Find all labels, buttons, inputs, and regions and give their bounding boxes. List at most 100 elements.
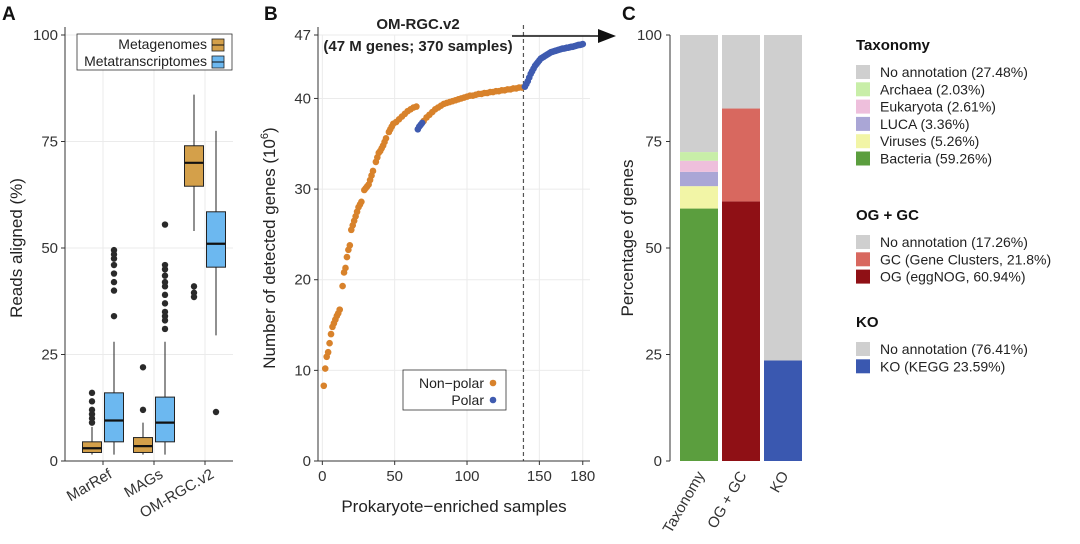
panel-c-legend-label-0-3: LUCA (3.36%) bbox=[880, 116, 969, 132]
panel-c-legend-key-0-1 bbox=[856, 82, 870, 97]
panel-c-legend-key-0-0 bbox=[856, 65, 870, 79]
panel-c-legend-label-1-0: No annotation (17.26%) bbox=[880, 234, 1028, 250]
panel-c-legend-label-0-1: Archaea (2.03%) bbox=[880, 81, 985, 97]
panel-b-point-nonpolar bbox=[321, 365, 329, 372]
panel-b-x-tick-0: 0 bbox=[318, 468, 326, 485]
panel-b-point-nonpolar bbox=[336, 306, 344, 313]
panel-c-bar-taxonomy-no-annotation bbox=[680, 35, 718, 153]
panel-c-legend-label-0-5: Bacteria (59.26%) bbox=[880, 151, 992, 167]
panel-a-x-tick-marref: MarRef bbox=[64, 465, 116, 505]
panel-b-legend-frame bbox=[402, 369, 507, 411]
panel-b-y-label-base: Number of detected genes (10 bbox=[260, 139, 279, 369]
panel-c-legend-label-1-1: GC (Gene Clusters, 21.8%) bbox=[880, 251, 1051, 267]
panel-b-title-line1: OM-RGC.v2 bbox=[376, 16, 459, 33]
panel-b-y-tick-40: 40 bbox=[294, 90, 311, 107]
panel-a-legend-label-0: Metagenomes bbox=[118, 36, 207, 52]
panel-c-legend-title-2: KO bbox=[856, 314, 879, 331]
panel-a-metatranscriptomes-om-rgc.v2-outlier bbox=[190, 283, 198, 290]
panel-a-boxes bbox=[82, 94, 226, 455]
panel-a-metatranscriptomes-marref-outlier bbox=[110, 278, 118, 286]
panel-b-point-nonpolar bbox=[342, 264, 349, 272]
panel-b-x-tick-180: 180 bbox=[570, 468, 595, 485]
panel-b-x-tick-100: 100 bbox=[455, 468, 480, 485]
panel-c-bar-og-gc-no-annotation bbox=[722, 35, 760, 109]
panel-c-bar-taxonomy-eukaryota bbox=[680, 160, 718, 172]
panel-b-legend-dot-0 bbox=[489, 379, 497, 387]
panel-c-x-tick-og-gc: OG + GC bbox=[704, 468, 750, 531]
panel-b-gridlines bbox=[318, 34, 590, 462]
panel-c-legend-label-2-0: No annotation (76.41%) bbox=[880, 341, 1028, 357]
panel-b-point-nonpolar bbox=[327, 330, 335, 338]
panel-a-metagenomes-mags-outlier bbox=[139, 406, 147, 414]
panel-a-metatranscriptomes-mags-box bbox=[155, 396, 175, 443]
panel-c-legend: Taxonomy No annotation (27.48%)Archaea (2… bbox=[856, 37, 1051, 374]
panel-c-bar-taxonomy-bacteria bbox=[680, 208, 718, 461]
panel-b-point-nonpolar bbox=[324, 348, 332, 356]
panel-c-legend-key-1-0 bbox=[856, 235, 870, 249]
panel-b-axes: 0 10 20 30 40 47 0 50 100 150 180 bbox=[294, 27, 595, 485]
panel-b-x-tick-50: 50 bbox=[386, 468, 403, 485]
panel-a-metatranscriptomes-marref-outlier bbox=[110, 287, 118, 294]
panel-a-metatranscriptomes-marref-outlier bbox=[110, 312, 118, 320]
panel-b-y-label-close: ) bbox=[260, 127, 279, 133]
panel-a-metatranscriptomes-marref-outlier bbox=[110, 261, 118, 269]
panel-c-bar-taxonomy-archaea bbox=[680, 152, 718, 161]
panel-c-y-tick-50: 50 bbox=[645, 240, 662, 257]
panel-a-y-tick-50: 50 bbox=[41, 240, 58, 257]
panel-c-legend-key-1-1 bbox=[856, 252, 870, 267]
panel-a-y-axis-label: Reads aligned (%) bbox=[7, 178, 26, 318]
panel-a-metatranscriptomes-mags-outlier bbox=[161, 325, 169, 333]
panel-a-metatranscriptomes-om-rgc.v2-outlier bbox=[190, 289, 198, 296]
panel-a-metatranscriptomes-om-rgc.v2-box bbox=[206, 211, 226, 268]
panel-b-point-nonpolar bbox=[382, 135, 390, 142]
panel-b-point-nonpolar bbox=[369, 167, 377, 175]
panel-b-y-tick-47: 47 bbox=[294, 27, 311, 44]
panel-letter-b: B bbox=[264, 4, 278, 25]
panel-b-x-axis-label: Prokaryote−enriched samples bbox=[341, 497, 566, 516]
panel-a-metagenomes-mags-outlier bbox=[139, 364, 147, 371]
panel-c-legend-label-2-1: KO (KEGG 23.59%) bbox=[880, 358, 1005, 374]
panel-c-bar-taxonomy-viruses bbox=[680, 186, 718, 209]
panel-b-y-tick-10: 10 bbox=[294, 362, 311, 379]
panel-b-point-nonpolar bbox=[413, 103, 420, 110]
panel-b-point-nonpolar bbox=[326, 339, 333, 347]
panel-b-y-axis-label: Number of detected genes (106) bbox=[259, 127, 279, 368]
panel-c-y-axis-label: Percentage of genes bbox=[618, 160, 637, 317]
panel-b-y-label-sup: 6 bbox=[259, 133, 271, 139]
panel-b-point-polar bbox=[418, 119, 426, 127]
panel-b-x-tick-150: 150 bbox=[527, 468, 552, 485]
panel-b-y-tick-0: 0 bbox=[303, 453, 311, 470]
panel-b-legend-dot-1 bbox=[489, 396, 497, 404]
panel-c-legend-label-0-2: Eukaryota (2.61%) bbox=[880, 99, 996, 115]
panel-a-metatranscriptomes-om-rgc.v2-outlier bbox=[212, 408, 220, 416]
panel-a-metatranscriptomes-mags-outlier bbox=[161, 272, 169, 279]
panel-c-legend-title-0: Taxonomy bbox=[856, 37, 931, 54]
panel-a-metatranscriptomes-marref-box bbox=[104, 392, 124, 443]
panel-c-y-tick-75: 75 bbox=[645, 134, 662, 151]
panel-a-y-tick-75: 75 bbox=[41, 134, 58, 151]
panel-c-bar-og-gc-og bbox=[722, 201, 760, 461]
panel-b-y-tick-30: 30 bbox=[294, 181, 311, 198]
panel-c-bar-ko-no-annotation bbox=[764, 35, 802, 361]
panel-c-bar-og-gc-gc bbox=[722, 108, 760, 202]
panel-b-legend-label-0: Non−polar bbox=[419, 375, 484, 391]
panel-b-y-tick-20: 20 bbox=[294, 272, 311, 289]
panel-a-metatranscriptomes-mags-outlier bbox=[161, 278, 169, 286]
panel-c-legend-key-0-4 bbox=[856, 134, 870, 149]
panel-a-y-tick-0: 0 bbox=[50, 453, 58, 470]
panel-a-metatranscriptomes-mags-outlier bbox=[161, 291, 169, 299]
panel-c-bars bbox=[680, 35, 802, 461]
panel-b-point-nonpolar bbox=[343, 253, 351, 261]
panel-a-metatranscriptomes-marref-outlier bbox=[110, 270, 118, 277]
panel-a-metagenomes-marref-outlier bbox=[88, 389, 96, 397]
panel-c-legend-key-2-0 bbox=[856, 342, 870, 356]
panel-a-metatranscriptomes-mags-outlier bbox=[161, 261, 169, 269]
panel-c-legend-label-1-2: OG (eggNOG, 60.94%) bbox=[880, 269, 1026, 285]
panel-c-legend-label-0-0: No annotation (27.48%) bbox=[880, 64, 1028, 80]
panel-a-metatranscriptomes-mags-outlier bbox=[161, 221, 169, 228]
panel-b-arrow-head bbox=[598, 29, 616, 43]
